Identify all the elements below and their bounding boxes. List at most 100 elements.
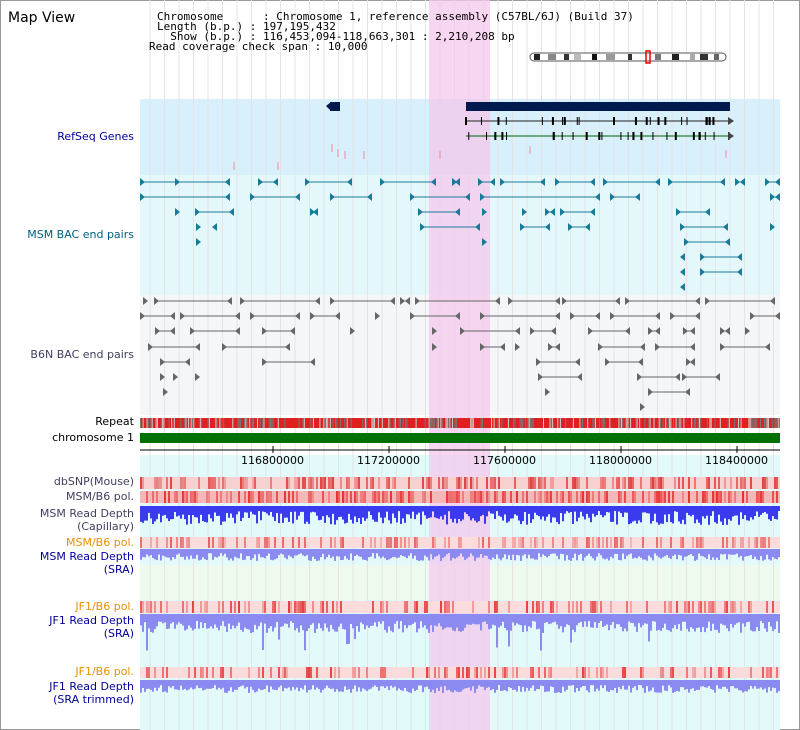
depth-bar <box>482 614 484 623</box>
depth-bar <box>296 614 298 629</box>
depth-bar <box>674 680 676 692</box>
depth-bar <box>272 680 274 690</box>
depth-bar <box>644 506 646 513</box>
depth-bar <box>512 614 514 623</box>
heat-cell <box>530 667 532 678</box>
depth-bar <box>510 506 512 519</box>
heat-cell <box>294 477 296 489</box>
heat-cell <box>642 537 644 548</box>
b6n-bac-label[interactable]: B6N BAC end pairs <box>30 348 134 361</box>
depth-bar <box>724 614 726 626</box>
heat-cell <box>382 601 384 613</box>
depth-bar <box>510 614 512 631</box>
heat-cell <box>770 667 772 678</box>
depth-bar <box>428 549 430 561</box>
heat-cell <box>334 537 336 548</box>
heat-cell <box>720 491 722 503</box>
depth-bar <box>284 506 286 518</box>
show-value: 116,453,094-118,663,301 : 2,210,208 bp <box>262 30 515 43</box>
depth-bar <box>596 549 598 557</box>
heat-cell <box>694 667 696 678</box>
depth-bar <box>590 549 592 557</box>
depth-bar <box>772 506 774 517</box>
repeat-segment <box>738 418 739 428</box>
heat-cell <box>706 477 708 489</box>
repeat-segment <box>270 418 271 428</box>
heat-cell <box>528 477 530 489</box>
depth-bar <box>248 506 250 518</box>
heat-cell <box>252 477 254 489</box>
chromosome-key: Chromosome : <box>157 10 277 23</box>
heat-cell <box>472 477 474 489</box>
heat-cell <box>766 667 768 678</box>
depth-bar <box>426 549 428 558</box>
msm-read-depth-capillary-label[interactable]: MSM Read Depth (Capillary) <box>40 507 134 533</box>
depth-bar <box>380 549 382 559</box>
depth-bar <box>350 506 352 520</box>
depth-bar <box>444 549 446 557</box>
depth-bar <box>506 506 508 523</box>
depth-bar <box>348 506 350 514</box>
jf1-b6-pol-trimmed-label[interactable]: JF1/B6 pol. <box>75 665 134 678</box>
depth-bar <box>298 680 300 692</box>
depth-bar <box>208 614 210 629</box>
depth-bar <box>150 614 152 632</box>
heat-cell <box>750 601 752 613</box>
depth-bar <box>174 680 176 690</box>
jf1-b6-pol-label[interactable]: JF1/B6 pol. <box>75 600 134 613</box>
jf1-read-depth-sra-label[interactable]: JF1 Read Depth (SRA) <box>49 614 134 640</box>
depth-bar <box>540 614 542 651</box>
repeat-segment <box>249 418 251 428</box>
depth-bar <box>222 549 224 556</box>
msm-b6-pol-sra-label[interactable]: MSM/B6 pol. <box>66 536 134 549</box>
depth-bar <box>314 614 316 633</box>
msm-bac-label[interactable]: MSM BAC end pairs <box>27 228 134 241</box>
depth-bar <box>650 614 652 631</box>
depth-bar <box>734 614 736 625</box>
depth-bar <box>480 506 482 517</box>
depth-bar <box>752 549 754 559</box>
depth-bar <box>294 680 296 690</box>
repeat-label[interactable]: Repeat <box>95 415 134 428</box>
repeat-segment <box>697 418 699 428</box>
heat-cell <box>728 491 730 503</box>
heat-cell <box>220 667 222 678</box>
depth-bar <box>142 680 144 688</box>
depth-bar <box>408 680 410 693</box>
heat-cell <box>390 491 392 503</box>
bac-end-marker <box>625 297 630 305</box>
repeat-segment <box>336 418 338 428</box>
depth-bar <box>770 614 772 627</box>
depth-bar <box>372 614 374 626</box>
depth-bar <box>276 680 278 691</box>
depth-bar <box>384 506 386 518</box>
heat-cell <box>296 601 298 613</box>
depth-bar <box>330 680 332 689</box>
refseq-genes-label[interactable]: RefSeq Genes <box>57 130 134 143</box>
heat-cell <box>574 477 576 489</box>
depth-bar <box>350 680 352 693</box>
repeat-segment <box>327 418 329 428</box>
depth-bar <box>600 506 602 515</box>
depth-bar <box>696 549 698 560</box>
depth-bar <box>610 614 612 625</box>
depth-bar <box>454 506 456 519</box>
msm-read-depth-sra-label[interactable]: MSM Read Depth (SRA) <box>40 550 134 576</box>
depth-bar <box>272 549 274 561</box>
heat-cell <box>756 491 758 503</box>
depth-bar <box>634 680 636 687</box>
chromosome-track-label[interactable]: chromosome 1 <box>52 431 134 444</box>
msm-b6-pol-label[interactable]: MSM/B6 pol. <box>66 490 134 503</box>
depth-bar <box>234 506 236 524</box>
depth-bar <box>146 614 148 651</box>
heat-cell <box>596 601 598 613</box>
dbsnp-label[interactable]: dbSNP(Mouse) <box>53 475 134 488</box>
depth-bar <box>726 549 728 560</box>
depth-bar <box>220 614 222 626</box>
depth-bar <box>544 614 546 623</box>
heat-cell <box>340 601 342 613</box>
heat-cell <box>266 491 268 503</box>
heat-cell <box>762 667 764 678</box>
jf1-read-depth-trimmed-label[interactable]: JF1 Read Depth (SRA trimmed) <box>49 680 134 706</box>
